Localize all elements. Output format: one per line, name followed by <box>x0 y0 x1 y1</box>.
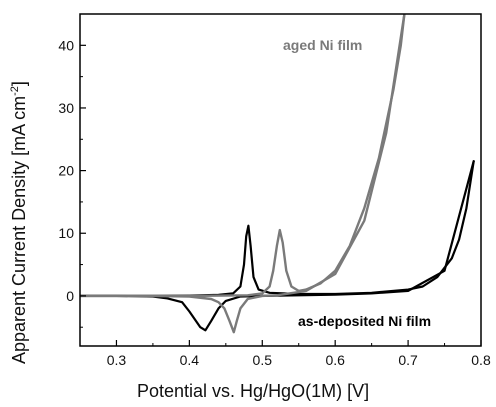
y-axis-title-sup: -2 <box>9 86 21 96</box>
x-tick-label: 0.8 <box>471 352 491 368</box>
y-axis-title-main: Apparent Current Density [mA cm <box>9 96 29 364</box>
x-axis-title: Potential vs. Hg/HgO(1M) [V] <box>137 381 369 401</box>
y-tick-label: 30 <box>58 100 74 116</box>
y-tick-label: 40 <box>58 37 74 53</box>
x-tick-label: 0.3 <box>107 352 127 368</box>
series-line-aged-ni-film-anodic <box>80 14 406 298</box>
plot-frame <box>79 13 482 347</box>
x-tick-label: 0.7 <box>398 352 418 368</box>
aged-film-label: aged Ni film <box>283 37 362 53</box>
x-tick-label: 0.4 <box>180 352 200 368</box>
y-axis-title-end: ] <box>9 81 29 86</box>
x-tick-label: 0.5 <box>253 352 273 368</box>
y-axis-title: Apparent Current Density [mA cm-2] <box>9 81 29 364</box>
y-tick-label: 0 <box>66 288 74 304</box>
y-tick-label: 10 <box>58 225 74 241</box>
series-line-as-deposited-ni-film-cathodic <box>80 160 475 332</box>
axis-ticks: 0.3 0.4 0.5 0.6 0.7 0.8 0 10 20 30 40 <box>58 13 491 368</box>
as-deposited-film-label: as-deposited Ni film <box>298 313 431 329</box>
y-tick-label: 20 <box>58 163 74 179</box>
x-tick-label: 0.6 <box>325 352 345 368</box>
series-line-as-deposited-ni-film-anodic <box>80 160 475 297</box>
series-line-aged-ni-film-cathodic <box>80 14 406 334</box>
plot-curves <box>80 14 475 334</box>
